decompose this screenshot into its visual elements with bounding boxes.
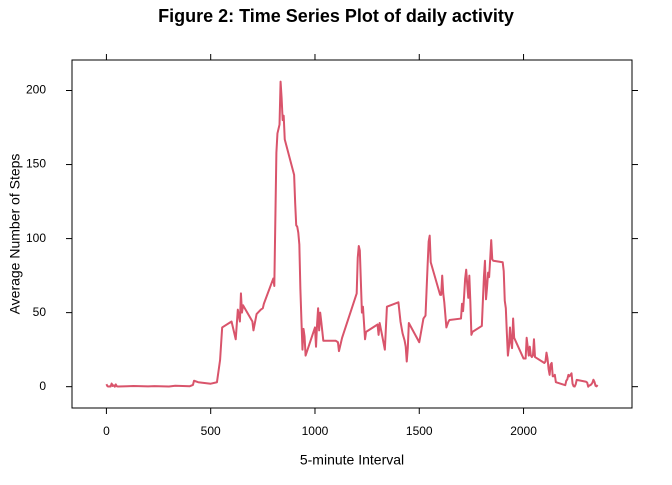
y-tick-label: 100 xyxy=(26,231,46,245)
x-tick-label: 0 xyxy=(103,424,110,438)
y-tick-label: 0 xyxy=(39,379,46,393)
y-axis-label: Average Number of Steps xyxy=(7,154,23,315)
x-tick-label: 1000 xyxy=(302,424,329,438)
y-tick-label: 50 xyxy=(33,305,47,319)
chart-title: Figure 2: Time Series Plot of daily acti… xyxy=(158,6,514,26)
data-line xyxy=(105,80,599,388)
plot-frame xyxy=(71,59,633,409)
x-tick-label: 1500 xyxy=(406,424,433,438)
y-tick-label: 200 xyxy=(26,83,46,97)
x-axis-label: 5-minute Interval xyxy=(300,452,404,468)
x-tick-label: 2000 xyxy=(510,424,537,438)
x-tick-label: 500 xyxy=(201,424,221,438)
y-tick-label: 150 xyxy=(26,157,46,171)
